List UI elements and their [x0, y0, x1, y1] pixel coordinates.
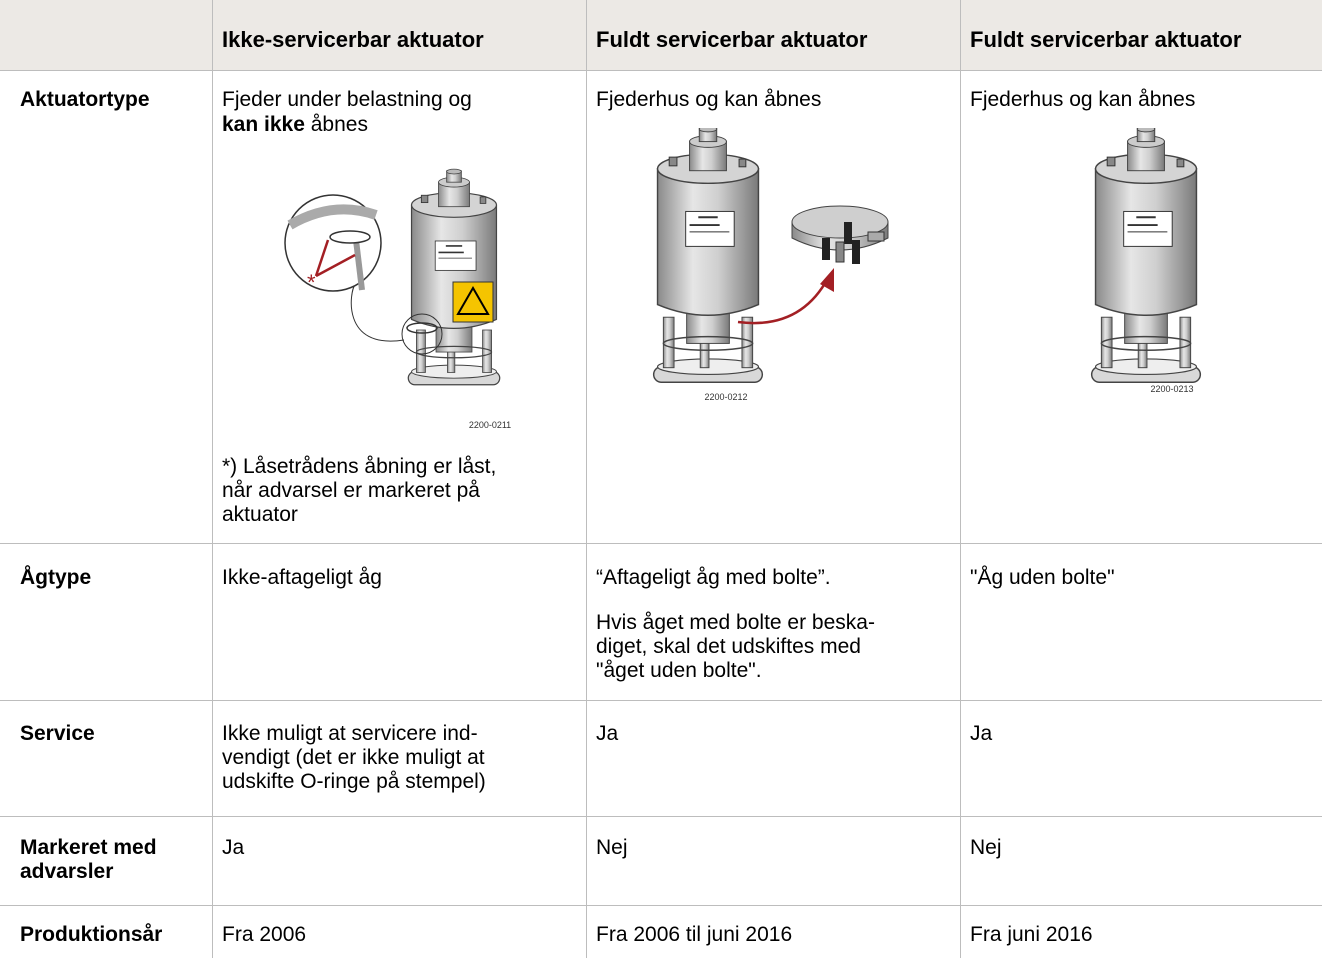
cell-text: Fra juni 2016 — [970, 923, 1093, 946]
cell-text: åbnes — [310, 113, 368, 136]
cell-text: Fra 2006 — [222, 923, 307, 946]
cell-text: kan ikke åbnes — [222, 113, 368, 137]
emphasis: kan ikke — [222, 113, 305, 136]
row-divider — [0, 70, 1322, 71]
column-header: Fuldt servicerbar aktuator — [970, 27, 1242, 52]
row-divider — [0, 700, 1322, 701]
cell-text: “Aftageligt åg med bolte”. — [596, 566, 831, 589]
note-line: når advarsel er markeret på — [222, 479, 480, 502]
figure-code: 2200-0213 — [1150, 384, 1193, 394]
note-line: aktuator — [222, 503, 298, 526]
cell-text: "Åg uden bolte" — [970, 566, 1115, 589]
cell-text: Fjeder under belastning og — [222, 88, 472, 111]
row-divider — [0, 816, 1322, 817]
row-divider — [0, 905, 1322, 906]
arrow-head — [820, 268, 834, 292]
column-header: Ikke-servicerbar aktuator — [222, 27, 484, 52]
column-divider — [960, 0, 961, 958]
note-line: *) Låsetrådens åbning er låst, — [222, 455, 497, 478]
cell-line: vendigt (det er ikke muligt at — [222, 746, 485, 769]
row-label: Ågtype — [20, 566, 92, 589]
note-line: Hvis åget med bolte er beska- — [596, 611, 875, 634]
cell-text: Ikke-aftageligt åg — [222, 566, 382, 589]
detail-view — [284, 194, 382, 292]
cell-line: udskifte O-ringe på stempel) — [222, 770, 486, 793]
row-label: Markeret med — [20, 836, 157, 859]
cell-text: Fra 2006 til juni 2016 — [596, 923, 793, 946]
row-label: advarsler — [20, 860, 114, 883]
row-label: Aktuatortype — [20, 88, 150, 111]
row-label: Produktionsår — [20, 923, 163, 946]
cell-text: Ja — [222, 836, 245, 859]
cell-text: Fjederhus og kan åbnes — [970, 88, 1196, 111]
detail-connector — [350, 284, 405, 342]
column-divider — [212, 0, 213, 958]
column-divider — [586, 0, 587, 958]
cell-text: Ja — [970, 722, 993, 745]
cell-line: Ikke muligt at servicere ind- — [222, 722, 478, 745]
removed-cover — [791, 205, 889, 264]
actuator-illustration — [652, 128, 764, 384]
cell-text: Ja — [596, 722, 619, 745]
detail-marker — [401, 313, 443, 355]
note-line: "åget uden bolte". — [596, 659, 762, 682]
note-line: diget, skal det udskiftes med — [596, 635, 861, 658]
column-header: Fuldt servicerbar aktuator — [596, 27, 868, 52]
figure-code: 2200-0211 — [469, 420, 511, 430]
cell-text: Nej — [596, 836, 628, 859]
warning-sticker — [452, 281, 494, 323]
arrow — [737, 277, 830, 325]
callout-marker: * — [307, 270, 316, 295]
row-divider — [0, 543, 1322, 544]
thread-slot — [406, 322, 438, 334]
row-label: Service — [20, 722, 95, 745]
cell-text: Nej — [970, 836, 1002, 859]
figure-code: 2200-0212 — [704, 392, 747, 402]
actuator-illustration — [1090, 128, 1202, 384]
cell-text: Fjederhus og kan åbnes — [596, 88, 822, 111]
header-background — [0, 0, 1322, 70]
actuator-illustration — [407, 168, 501, 386]
